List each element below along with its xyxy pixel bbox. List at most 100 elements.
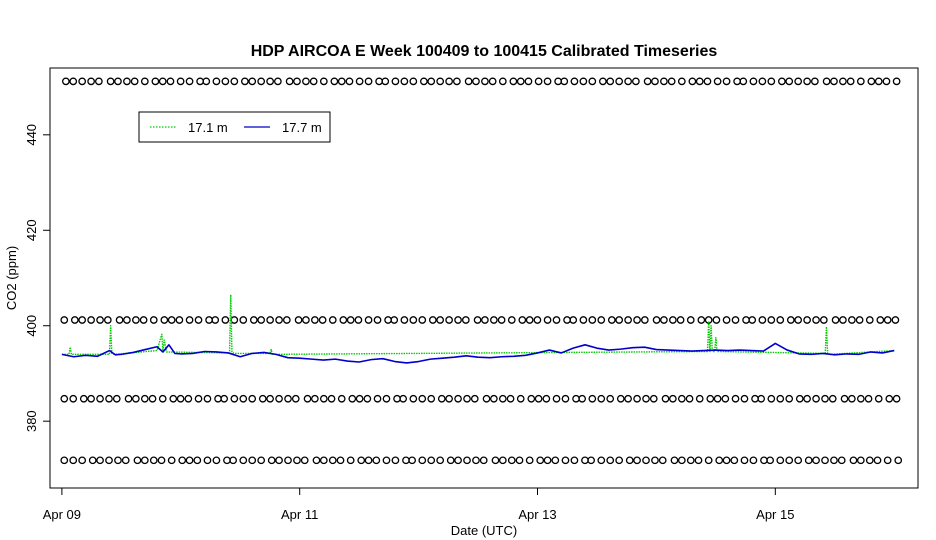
marker-point (855, 316, 864, 324)
marker-point (760, 456, 768, 465)
marker-point (874, 77, 883, 86)
x-axis: Apr 09 Apr 11 Apr 13 Apr 15 (43, 487, 794, 522)
marker-point (427, 394, 436, 403)
marker-point (427, 77, 436, 86)
series-lines (61, 294, 895, 364)
marker-point (157, 456, 166, 465)
marker-point (632, 77, 640, 86)
marker-point (167, 456, 176, 465)
marker-point (60, 394, 69, 403)
marker-point (230, 77, 239, 86)
marker-point (552, 316, 561, 324)
marker-point (572, 394, 580, 403)
marker-point (649, 394, 658, 403)
marker-point (87, 316, 95, 324)
marker-point (570, 77, 579, 86)
marker-point (463, 394, 471, 403)
marker-point (454, 394, 462, 403)
marker-point (194, 316, 203, 324)
marker-point (375, 77, 383, 86)
marker-point (185, 456, 194, 465)
marker-point (373, 316, 382, 324)
marker-point (892, 394, 901, 403)
marker-point (212, 456, 221, 465)
marker-point (856, 394, 865, 403)
marker-point (579, 77, 588, 86)
marker-point (882, 77, 891, 86)
marker-point (354, 316, 363, 324)
marker-point (69, 394, 78, 403)
marker-point (391, 77, 400, 86)
marker-point (740, 394, 749, 403)
marker-point (275, 456, 283, 465)
marker-point (167, 316, 176, 324)
marker-point (660, 77, 668, 86)
marker-point (563, 316, 571, 324)
marker-point (758, 77, 767, 86)
marker-point (399, 394, 408, 403)
marker-point (715, 456, 724, 465)
marker-point (839, 316, 847, 324)
marker-point (776, 394, 785, 403)
marker-point (883, 456, 892, 465)
y-axis-label: CO2 (ppm) (4, 246, 19, 310)
marker-point (257, 77, 266, 86)
marker-point (507, 316, 516, 324)
marker-point (293, 456, 301, 465)
marker-point (561, 394, 570, 403)
marker-rows (60, 77, 903, 465)
marker-point (642, 394, 650, 403)
marker-point (123, 316, 131, 324)
marker-point (848, 316, 856, 324)
marker-point (551, 456, 560, 465)
marker-point (597, 394, 606, 403)
marker-point (364, 316, 373, 324)
marker-point (722, 456, 731, 465)
marker-point (178, 456, 187, 465)
marker-point (597, 456, 606, 465)
marker-point (837, 456, 846, 465)
marker-point (731, 394, 740, 403)
series-17-1-line (61, 294, 895, 356)
marker-point (364, 77, 373, 86)
marker-point (115, 316, 124, 324)
marker-point (140, 456, 149, 465)
marker-point (436, 456, 445, 465)
y-axis: 380 400 420 440 (24, 124, 51, 432)
marker-point (88, 456, 97, 465)
marker-point (624, 316, 632, 324)
marker-point (712, 316, 721, 324)
marker-point (767, 316, 776, 324)
marker-point (473, 316, 482, 324)
marker-point (794, 77, 803, 86)
marker-point (258, 394, 267, 403)
marker-point (543, 77, 552, 86)
marker-point (722, 77, 731, 86)
marker-point (615, 77, 624, 86)
marker-point (175, 316, 184, 324)
marker-point (203, 394, 212, 403)
marker-point (516, 77, 525, 86)
marker-point (569, 316, 578, 324)
marker-point (87, 77, 95, 86)
marker-point (615, 316, 624, 324)
marker-point (865, 456, 874, 465)
marker-point (176, 394, 185, 403)
marker-point (114, 456, 122, 465)
marker-point (418, 456, 427, 465)
marker-point (766, 456, 774, 465)
marker-point (202, 77, 211, 86)
marker-point (248, 394, 257, 403)
marker-point (446, 456, 455, 465)
marker-point (651, 456, 659, 465)
x-tick-label: Apr 13 (518, 507, 556, 522)
marker-point (703, 77, 712, 86)
marker-point (874, 394, 883, 403)
marker-point (384, 316, 392, 324)
marker-point (87, 394, 95, 403)
marker-point (482, 394, 491, 403)
marker-point (149, 456, 158, 465)
marker-point (506, 394, 515, 403)
marker-point (166, 77, 175, 86)
marker-point (105, 456, 113, 465)
